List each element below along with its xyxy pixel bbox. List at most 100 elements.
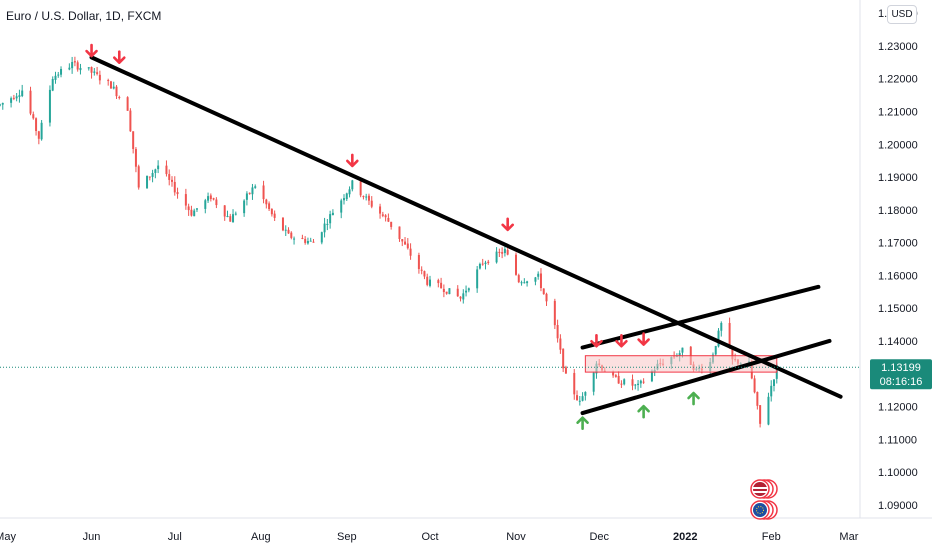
time-tick-label: Feb [762,531,781,543]
candle [287,227,290,234]
candle [293,236,296,245]
candle-body [171,179,173,182]
candle-body [306,240,309,244]
candle-body [154,169,157,173]
candle-body [617,375,620,384]
time-tick-label: 2022 [673,531,697,543]
candle [623,378,626,386]
candle-body [37,131,40,139]
candle-body [87,67,90,69]
down-arrow-head [590,339,603,348]
candle [96,66,99,76]
candle [323,217,326,238]
time-tick-label: Aug [251,531,271,543]
candle [717,328,720,348]
candle [379,203,382,219]
candle-body [12,97,15,99]
candle [304,236,307,245]
candle-body [148,176,151,178]
currency-unit-button[interactable]: USD [887,5,917,24]
candle [204,198,207,214]
candle [87,67,90,71]
candle [481,258,484,266]
candle [309,237,312,242]
candle-body [526,281,529,284]
candle [495,247,498,264]
candle [329,210,332,229]
candle [40,120,43,141]
candle [29,86,32,116]
down-arrow-head [615,339,628,348]
candle [476,265,479,293]
candle-body [678,353,681,356]
candle [12,94,15,101]
candle-body [129,110,132,132]
down-arrow-icon [637,332,650,346]
candle [639,379,642,388]
candle [584,391,587,401]
candle [184,188,187,210]
candle [35,117,38,136]
candle [406,238,409,250]
candle [553,298,556,330]
logo-stripe [753,491,767,493]
candle-body [281,217,284,231]
candle [556,319,559,343]
candle-body [29,90,32,114]
candle [770,380,773,402]
candle-body [207,196,210,201]
candle-body [96,72,99,74]
price-axis[interactable]: 1.240001.230001.220001.210001.200001.190… [859,0,918,518]
candle-body [137,166,140,188]
candle [362,195,365,200]
candle-body [326,223,329,225]
candle [268,201,271,212]
time-axis[interactable]: May Jun Jul Aug Sep Oct Nov Dec 2022 Feb Mar [0,517,932,543]
price-tick-label: 1.15000 [878,303,918,315]
candle [409,243,412,260]
candle-body [226,215,229,217]
candle-body [578,400,581,402]
candle [759,405,762,428]
candle [0,103,1,107]
candle-body [462,293,465,300]
candle-body [367,195,370,201]
candle [90,66,93,79]
candle-body [498,251,501,253]
candle [367,193,370,205]
candle-body [381,214,384,216]
candle [195,208,198,212]
candle-body [304,238,307,243]
broker-logo[interactable] [750,479,778,520]
candle-body [301,237,304,239]
candle [343,194,345,205]
candle [137,164,140,190]
candle [60,66,63,78]
candle [154,168,157,179]
candle-body [423,271,426,277]
candle-body [290,232,293,238]
candle-body [10,98,13,103]
down-arrow-head [637,338,650,346]
candle [21,84,24,98]
candle-body [362,196,365,198]
up-arrow-head [637,404,650,413]
time-tick-label: Oct [421,531,438,543]
candle [359,180,362,198]
candle [165,160,168,177]
candle [71,56,74,74]
candle [118,95,121,100]
candle [245,191,248,206]
down-arrow-head [346,159,359,168]
candle [404,237,407,245]
price-tick-label: 1.10000 [878,467,918,479]
candle-body [623,379,626,385]
down-arrow-icon [346,153,359,168]
candle [773,378,775,392]
candle-body [484,262,487,264]
candle-body [40,122,43,140]
candle-body [243,200,246,214]
candle [728,317,731,349]
candle [73,56,76,67]
